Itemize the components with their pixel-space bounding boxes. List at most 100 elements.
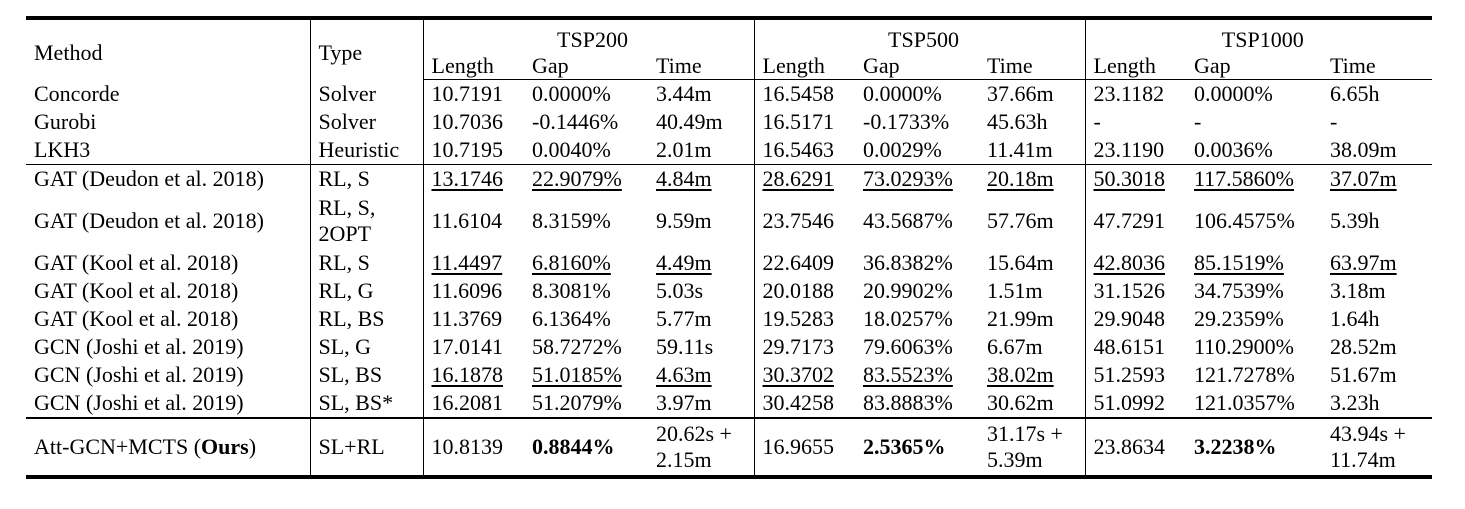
- cell-time: 5.03s: [648, 277, 754, 305]
- cell-value: -: [1330, 109, 1338, 134]
- cell-value: 36.8382%: [863, 250, 953, 275]
- cell-length: 17.0141: [422, 333, 524, 361]
- sub-header-length: Length: [422, 53, 524, 80]
- sub-header-time: Time: [648, 53, 754, 80]
- cell-gap: 110.2900%: [1186, 333, 1322, 361]
- method-cell: Gurobi: [34, 109, 97, 134]
- cell-value: 19.5283: [762, 306, 835, 331]
- cell-gap: 121.0357%: [1186, 389, 1322, 418]
- cell-length: 51.2593: [1084, 361, 1186, 389]
- cell-gap: 43.5687%: [855, 193, 979, 249]
- cell-time: 2.01m: [648, 136, 754, 165]
- cell-value: 43.94s + 11.74m: [1330, 421, 1406, 472]
- type-cell: RL, S: [309, 164, 423, 193]
- cell-gap: 18.0257%: [855, 305, 979, 333]
- cell-time: 4.63m: [648, 361, 754, 389]
- cell-value: 20.62s + 2.15m: [656, 421, 732, 472]
- cell-length: 11.6096: [422, 277, 524, 305]
- cell-value: -0.1446%: [532, 109, 619, 134]
- cell-length: 28.6291: [753, 164, 855, 193]
- cell-gap: 85.1519%: [1186, 249, 1322, 277]
- type-cell: SL, BS*: [309, 389, 423, 418]
- cell-length: 23.1182: [1084, 79, 1186, 108]
- cell-value: 1.51m: [987, 278, 1043, 303]
- cell-value: 73.0293%: [863, 166, 953, 191]
- cell-gap: 20.9902%: [855, 277, 979, 305]
- cell-time: 20.62s + 2.15m: [648, 417, 754, 479]
- cell-value: 21.99m: [987, 306, 1054, 331]
- method-cell: GCN (Joshi et al. 2019): [34, 362, 244, 387]
- cell-time: 11.41m: [979, 136, 1085, 165]
- cell-value: 23.8634: [1093, 434, 1166, 459]
- cell-gap: 117.5860%: [1186, 164, 1322, 193]
- cell-gap: 79.6063%: [855, 333, 979, 361]
- cell-value: 6.67m: [987, 334, 1043, 359]
- cell-time: 6.65h: [1322, 80, 1432, 109]
- cell-value: 121.0357%: [1194, 390, 1295, 415]
- cell-gap: 106.4575%: [1186, 193, 1322, 249]
- cell-value: 34.7539%: [1194, 278, 1284, 303]
- cell-time: 45.63h: [979, 108, 1085, 136]
- cell-gap: -0.1446%: [524, 108, 648, 136]
- cell-value: 121.7278%: [1194, 362, 1295, 387]
- cell-value: 5.77m: [656, 306, 712, 331]
- cell-length: 42.8036: [1084, 249, 1186, 277]
- cell-gap: 29.2359%: [1186, 305, 1322, 333]
- cell-time: 3.18m: [1322, 277, 1432, 305]
- cell-value: 83.8883%: [863, 390, 953, 415]
- cell-length: 11.3769: [422, 305, 524, 333]
- cell-gap: 0.0040%: [524, 136, 648, 165]
- table-row: GAT (Kool et al. 2018) RL, G 11.6096 8.3081…: [26, 277, 1432, 305]
- type-header: Type: [309, 18, 423, 80]
- cell-value: 45.63h: [987, 109, 1048, 134]
- cell-time: 15.64m: [979, 249, 1085, 277]
- method-prefix: Att-GCN+MCTS (: [34, 434, 202, 459]
- method-cell: Concorde: [34, 80, 120, 106]
- cell-value: 57.76m: [987, 208, 1054, 233]
- sub-header-length: Length: [1084, 53, 1186, 80]
- cell-value: 4.63m: [656, 362, 712, 387]
- cell-gap: 0.0000%: [524, 80, 648, 109]
- cell-length: 48.6151: [1084, 333, 1186, 361]
- cell-value: -: [1194, 109, 1202, 134]
- cell-time: 3.23h: [1322, 389, 1432, 418]
- group-header-tsp1000: TSP1000: [1084, 18, 1432, 53]
- cell-value: 50.3018: [1093, 166, 1166, 191]
- cell-value: 3.97m: [656, 390, 712, 415]
- method-cell: LKH3: [34, 137, 91, 162]
- method-bold: Ours: [201, 434, 249, 459]
- cell-time: 38.02m: [979, 361, 1085, 389]
- cell-gap: 83.8883%: [855, 389, 979, 418]
- cell-value: 6.65h: [1330, 81, 1380, 106]
- cell-value: 20.9902%: [863, 278, 953, 303]
- group-header-tsp500: TSP500: [753, 18, 1085, 53]
- cell-value: 6.1364%: [532, 306, 611, 331]
- results-table: Method Type TSP200 TSP500 TSP1000 Length…: [26, 16, 1432, 479]
- cell-value: 22.6409: [762, 250, 835, 275]
- cell-value: 37.66m: [987, 81, 1054, 106]
- table-row: Gurobi Solver 10.7036 -0.1446% 40.49m 16.5171…: [26, 108, 1432, 136]
- cell-value: 16.5463: [762, 137, 835, 162]
- cell-gap: 73.0293%: [855, 164, 979, 193]
- cell-value: 10.7036: [431, 109, 504, 134]
- cell-gap: 0.0000%: [1186, 80, 1322, 109]
- cell-value: 22.9079%: [532, 166, 622, 191]
- group-header-tsp200: TSP200: [422, 18, 754, 53]
- table-row: GCN (Joshi et al. 2019) SL, BS* 16.2081 51.…: [26, 389, 1432, 418]
- type-cell: SL+RL: [309, 417, 423, 479]
- table-row: GAT (Deudon et al. 2018) RL, S 13.1746 22.9…: [26, 164, 1432, 193]
- table-row: GAT (Kool et al. 2018) RL, BS 11.3769 6.136…: [26, 305, 1432, 333]
- cell-gap: 3.2238%: [1186, 417, 1322, 479]
- cell-value: 42.8036: [1093, 250, 1166, 275]
- cell-value: 29.9048: [1093, 306, 1166, 331]
- cell-value: 11.41m: [987, 137, 1053, 162]
- cell-gap: 0.8844%: [524, 417, 648, 479]
- cell-time: 43.94s + 11.74m: [1322, 417, 1432, 479]
- cell-value: 29.7173: [762, 334, 835, 359]
- cell-length: 10.7195: [422, 136, 524, 165]
- cell-length: 16.2081: [422, 389, 524, 418]
- cell-length: 23.8634: [1084, 417, 1186, 479]
- cell-value: 11.4497: [431, 250, 503, 275]
- cell-length: 30.4258: [753, 389, 855, 418]
- table-row: GAT (Deudon et al. 2018) RL, S, 2OPT 11.61…: [26, 193, 1432, 249]
